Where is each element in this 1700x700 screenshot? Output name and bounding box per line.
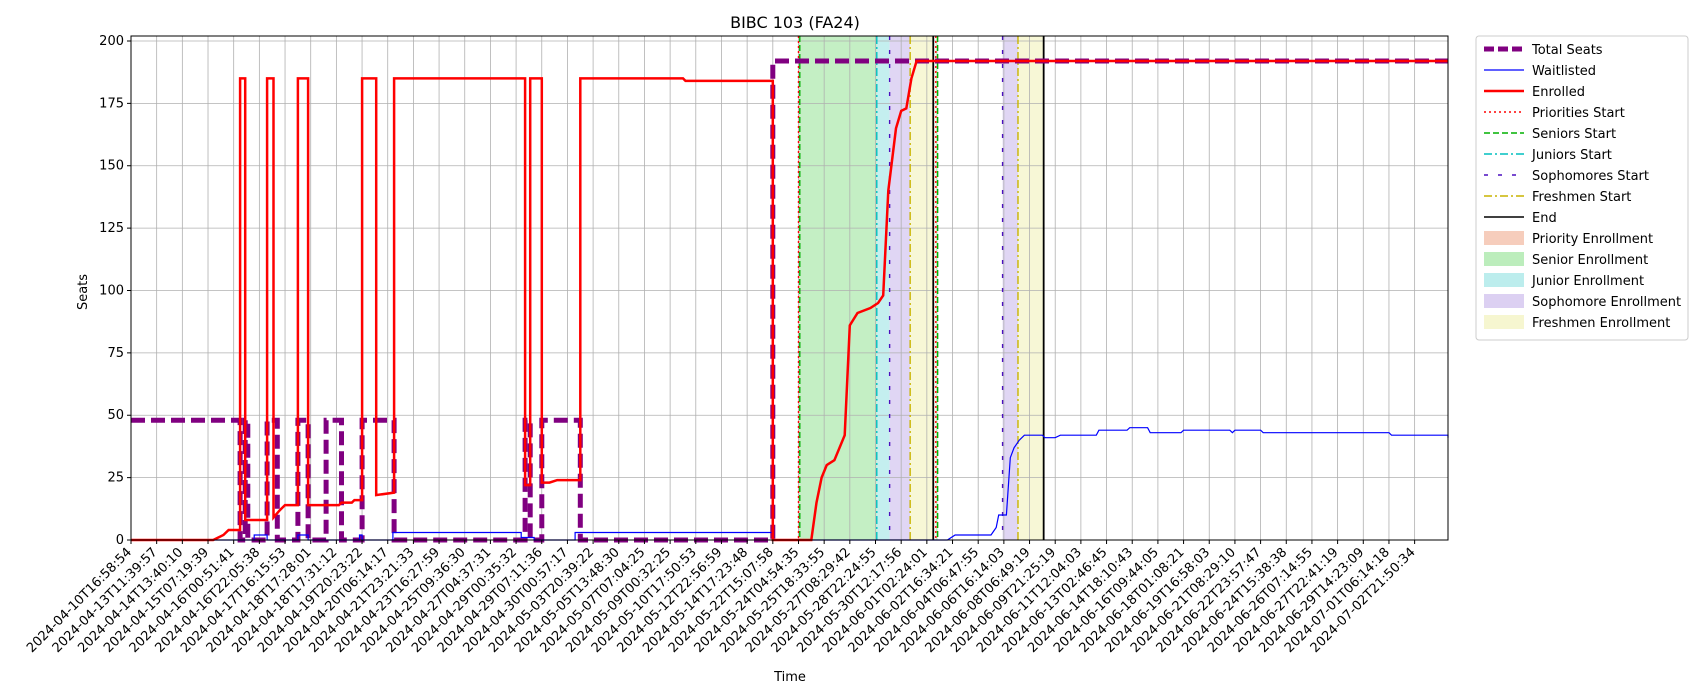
legend-label-juniors-start: Juniors Start	[1531, 148, 1612, 163]
y-tick-label: 200	[99, 34, 124, 49]
legend-label-seniors-start: Seniors Start	[1532, 127, 1616, 142]
band-sophomore-enrollment	[889, 36, 911, 540]
y-tick-label: 100	[99, 283, 124, 298]
legend-label-freshmen-enrollment: Freshmen Enrollment	[1532, 316, 1670, 331]
y-tick-label: 0	[116, 533, 124, 548]
legend-label-freshmen-start: Freshmen Start	[1532, 190, 1631, 205]
legend-label-junior-enrollment: Junior Enrollment	[1531, 274, 1644, 289]
legend-label-end: End	[1532, 211, 1557, 226]
legend-label-priority-enrollment: Priority Enrollment	[1532, 232, 1653, 247]
series-total-seats	[131, 58, 1448, 543]
legend-label-sophomore-enrollment: Sophomore Enrollment	[1532, 295, 1681, 310]
y-tick-label: 25	[107, 471, 124, 486]
y-tick-label: 75	[107, 346, 124, 361]
legend-swatch-sophomore-enrollment	[1484, 294, 1524, 308]
legend-label-sophomores-start: Sophomores Start	[1532, 169, 1649, 184]
legend-swatch-senior-enrollment	[1484, 252, 1524, 266]
legend-label-total-seats: Total Seats	[1531, 43, 1603, 58]
band-freshmen-enrollment	[910, 36, 934, 540]
chart-title: BIBC 103 (FA24)	[730, 13, 860, 32]
plot-frame	[130, 35, 1449, 541]
legend-label-waitlisted: Waitlisted	[1532, 64, 1596, 79]
legend-swatch-priority-enrollment	[1484, 231, 1524, 245]
y-tick-label: 125	[99, 221, 124, 236]
legend-label-priorities-start: Priorities Start	[1532, 106, 1625, 121]
legend-label-senior-enrollment: Senior Enrollment	[1532, 253, 1648, 268]
band-freshmen-enrollment	[1017, 36, 1044, 540]
band-senior-enrollment	[935, 36, 938, 540]
plot-area: 02550751001251501752002024-04-10T16:58:5…	[24, 34, 1449, 656]
legend-label-enrolled: Enrolled	[1532, 85, 1585, 100]
x-axis-label: Time	[773, 670, 806, 685]
band-senior-enrollment	[799, 36, 877, 540]
band-sophomore-enrollment	[1002, 36, 1018, 540]
legend-swatch-junior-enrollment	[1484, 273, 1524, 287]
legend-swatch-freshmen-enrollment	[1484, 315, 1524, 329]
y-tick-label: 150	[99, 159, 124, 174]
legend-box	[1475, 35, 1689, 341]
y-tick-label: 50	[107, 408, 124, 423]
y-axis-label: Seats	[76, 274, 91, 310]
legend: Total Seats Waitlisted Enrolled Priorities …	[1475, 35, 1689, 341]
series-enrolled	[131, 59, 1448, 542]
y-tick-label: 175	[99, 96, 124, 111]
